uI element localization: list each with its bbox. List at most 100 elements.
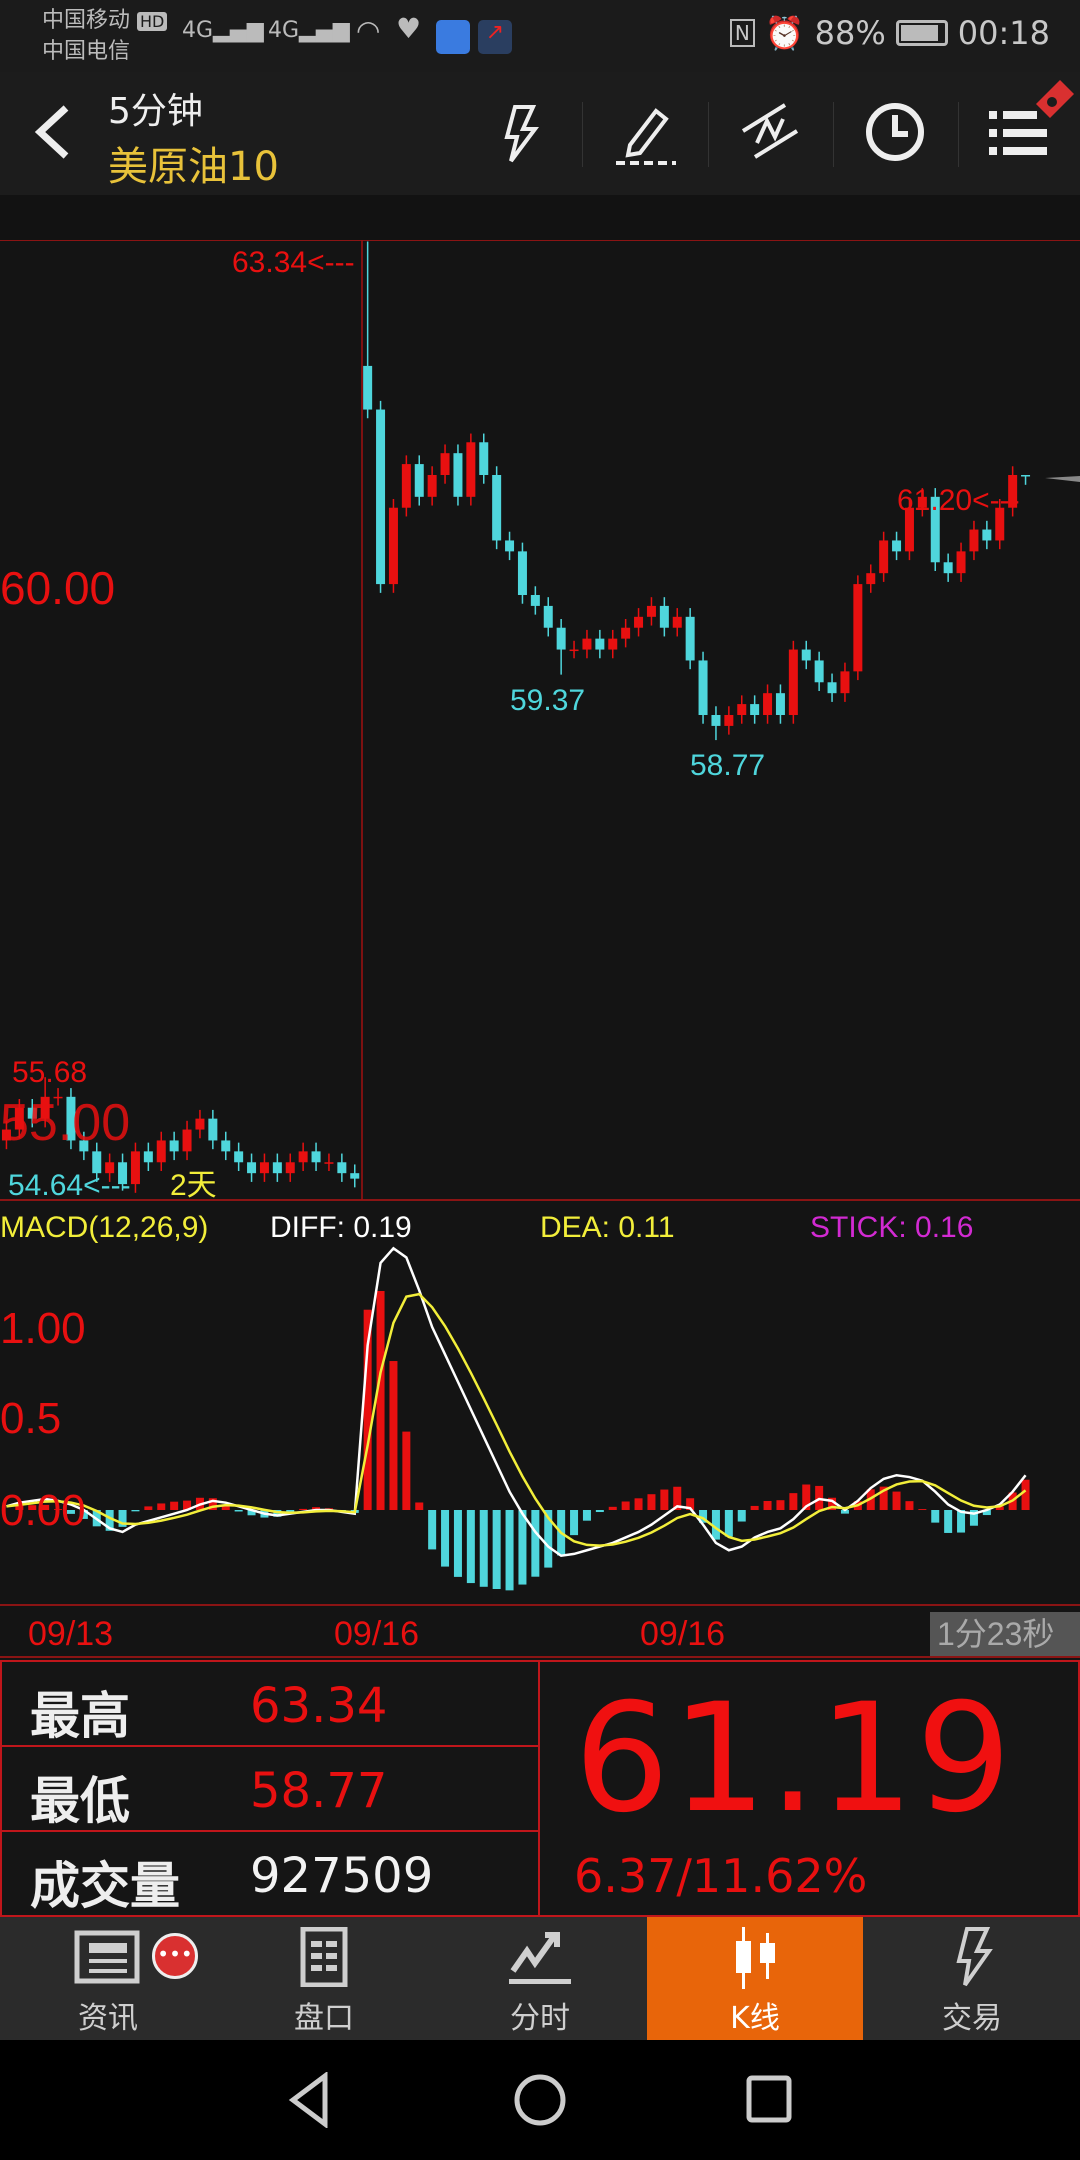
candle-body	[440, 453, 450, 475]
candle-body	[634, 616, 644, 628]
candle-body	[247, 1162, 257, 1174]
candle-body	[827, 682, 837, 694]
candle-body	[840, 671, 850, 694]
stick-bar	[453, 1510, 462, 1577]
stick-bar	[673, 1486, 682, 1510]
stick-bar	[492, 1510, 501, 1590]
days-label: 2天	[170, 1169, 217, 1202]
stick-bar	[389, 1361, 398, 1510]
candle-body	[853, 584, 863, 672]
stick-bar	[505, 1510, 514, 1591]
macd-axis-05: 0.5	[0, 1394, 61, 1443]
carrier-2: 中国电信	[42, 39, 131, 64]
candle-body	[543, 605, 553, 628]
nav-recents-icon[interactable]	[745, 2074, 795, 2126]
tab-orderbook[interactable]: 盘口	[216, 1917, 432, 2040]
candle-body	[569, 649, 579, 652]
tab-label: 交易	[942, 2001, 1002, 2036]
stick-bar	[157, 1503, 166, 1510]
low-label-1: 59.37	[510, 684, 585, 717]
nav-home-icon[interactable]	[512, 2072, 568, 2128]
carrier-info: 中国移动 HD 中国电信	[42, 6, 168, 67]
more-badge-icon: •••	[152, 1933, 198, 1979]
candle-body	[788, 649, 798, 715]
candle-body	[505, 540, 515, 552]
candle-body	[892, 540, 902, 552]
macd-axis-0: 0.00	[0, 1486, 86, 1535]
candle-body	[917, 496, 927, 508]
stick-bar	[208, 1498, 217, 1510]
instrument-name[interactable]: 美原油10	[108, 144, 279, 190]
stick-bar	[570, 1510, 579, 1536]
candle-body	[285, 1162, 295, 1174]
wifi-icon: ◠	[356, 14, 381, 47]
signal-icon: 4G▂▄▆	[182, 18, 264, 43]
candlestick-icon	[736, 1927, 775, 1989]
candle-body	[1008, 475, 1018, 508]
pencil-icon[interactable]	[610, 97, 680, 167]
system-nav-bar	[0, 2040, 1080, 2160]
candle-body	[775, 693, 785, 715]
timer-badge	[930, 1612, 1080, 1656]
stick-bar	[54, 1509, 63, 1510]
period-label[interactable]: 5分钟	[108, 91, 203, 132]
candle-body	[388, 507, 398, 585]
tab-news[interactable]: ••• 资讯	[0, 1917, 216, 2040]
candle-body	[324, 1162, 334, 1164]
stick-bar	[183, 1500, 192, 1510]
candle-body	[646, 605, 656, 617]
diff-line	[6, 1246, 1027, 1558]
nav-back-icon[interactable]	[285, 2072, 335, 2128]
clock-icon[interactable]	[860, 97, 930, 167]
candle-body	[92, 1151, 102, 1174]
volume-label: 成交量	[30, 1857, 180, 1915]
tab-trade[interactable]: 交易	[864, 1917, 1080, 2040]
stick-bar	[28, 1505, 37, 1510]
tab-label: K线	[730, 2001, 780, 2036]
tab-kline[interactable]: K线	[647, 1917, 863, 2040]
high-value: 63.34	[250, 1678, 388, 1734]
axis-label-60: 60.00	[0, 562, 115, 614]
back-icon[interactable]	[28, 102, 78, 162]
menu-list-icon[interactable]	[985, 97, 1055, 167]
flash-icon[interactable]	[485, 97, 555, 167]
carrier-1: 中国移动	[42, 8, 131, 33]
candle-body	[311, 1151, 321, 1163]
chart-spacer	[0, 195, 1080, 240]
candle-body	[272, 1162, 282, 1174]
axis-label-55: 55.00	[0, 1094, 130, 1152]
stick-bar	[995, 1506, 1004, 1510]
divider	[833, 102, 834, 167]
candle-body	[130, 1151, 140, 1185]
candle-body	[401, 464, 411, 508]
price-change: 6.37/11.62%	[574, 1849, 868, 1903]
candle-body	[982, 529, 992, 541]
candle-body	[298, 1151, 308, 1163]
stick-bar	[711, 1510, 720, 1540]
candle-body	[105, 1162, 115, 1174]
stick-bar	[312, 1507, 321, 1510]
notification-horn-icon[interactable]	[1030, 74, 1080, 122]
status-bar: 中国移动 HD 中国电信 4G▂▄▆ 4G▂▄▆ ◠ ♥ ↗ N ⏰ 88% 0…	[0, 0, 1080, 72]
stick-bar	[441, 1510, 450, 1567]
signal-icon-2: 4G▂▄▆	[268, 18, 350, 43]
stick-bar	[776, 1500, 785, 1510]
hd-badge: HD	[137, 12, 168, 31]
stick-bar	[221, 1505, 230, 1510]
candle-body	[182, 1129, 192, 1152]
candle-body	[66, 1096, 76, 1141]
line-tool-icon[interactable]	[735, 97, 805, 167]
kline-chart[interactable]: 63.34<--- 60.00 59.37 58.77 61.20<--- 55…	[0, 240, 1080, 1660]
candles-layer	[1, 241, 1031, 1193]
trade-icon	[956, 1927, 993, 1987]
volume-value: 927509	[250, 1848, 434, 1904]
tab-timeshare[interactable]: 分时	[432, 1917, 648, 2040]
stick-bar	[686, 1498, 695, 1510]
stick-bar	[15, 1505, 24, 1510]
candle-body	[763, 693, 773, 715]
stick-bar	[428, 1510, 437, 1550]
stick-bar	[415, 1502, 424, 1510]
candle-body	[866, 573, 876, 585]
stick-bar	[299, 1508, 308, 1510]
stick-bar	[247, 1510, 256, 1516]
